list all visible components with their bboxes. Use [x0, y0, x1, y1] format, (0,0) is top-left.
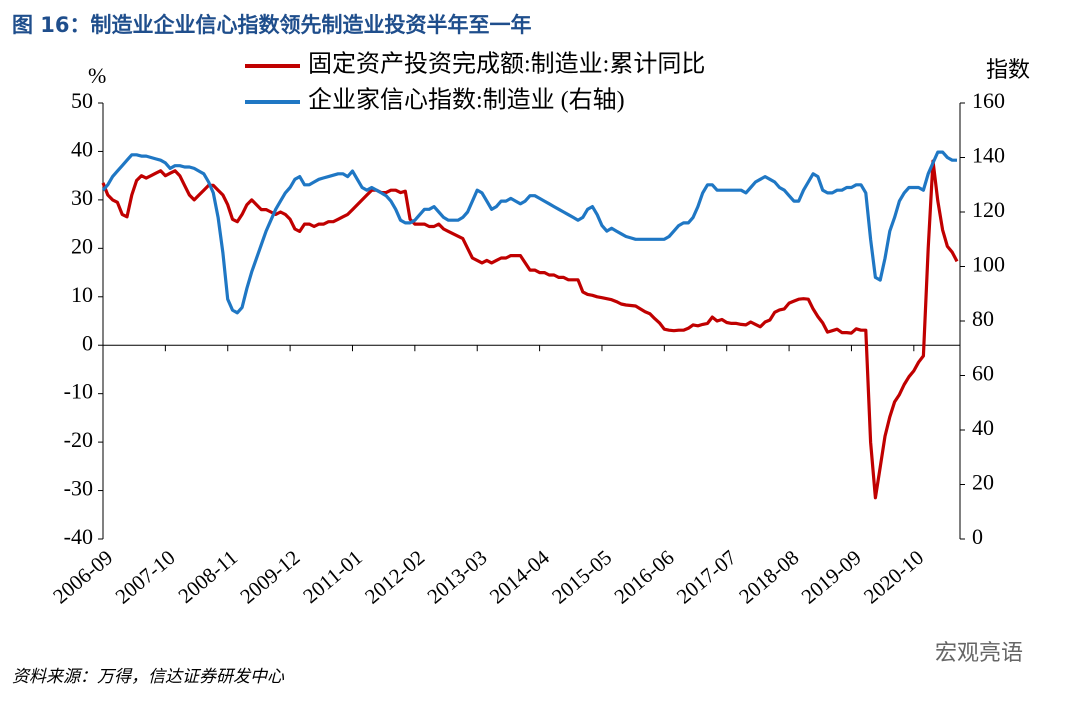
y2-tick-label: 80	[972, 306, 994, 331]
series-line	[101, 150, 957, 315]
y2-axis-label: 指数	[986, 57, 1030, 82]
y-tick-label: 0	[82, 330, 93, 355]
x-tick-label: 2011-01	[298, 545, 366, 608]
x-tick-label: 2015-05	[547, 545, 616, 608]
y-tick-label: -40	[64, 524, 93, 549]
y2-tick-label: 0	[972, 524, 983, 549]
x-tick-label: 2019-09	[797, 545, 866, 608]
x-tick-label: 2017-07	[672, 545, 741, 608]
x-tick-label: 2013-03	[422, 545, 491, 608]
y2-tick-label: 160	[972, 88, 1005, 113]
y2-tick-label: 60	[972, 361, 994, 386]
x-tick-label: 2018-08	[734, 545, 803, 608]
legend-label: 企业家信心指数:制造业 (右轴)	[308, 87, 625, 114]
watermark: 宏观亮语	[935, 641, 1023, 666]
y-tick-label: 10	[71, 282, 93, 307]
chart-title: 图 16：制造业企业信心指数领先制造业投资半年至一年	[12, 13, 532, 37]
y-tick-label: 40	[71, 136, 93, 161]
y2-tick-label: 120	[972, 197, 1005, 222]
series-line	[101, 159, 959, 500]
x-tick-label: 2016-06	[610, 545, 679, 608]
y-axis-label: %	[88, 63, 106, 88]
legend-label: 固定资产投资完成额:制造业:累计同比	[308, 51, 705, 78]
source-note: 资料来源：万得，信达证券研发中心	[12, 667, 285, 686]
y2-tick-label: 20	[972, 470, 994, 495]
y-tick-label: 30	[71, 185, 93, 210]
y2-tick-label: 140	[972, 143, 1005, 168]
y-tick-label: -20	[64, 427, 93, 452]
x-tick-label: 2014-04	[485, 545, 554, 609]
x-tick-label: 2009-12	[235, 545, 304, 608]
x-tick-label: 2007-10	[111, 545, 180, 608]
y-tick-label: 50	[71, 88, 93, 113]
y-tick-label: 20	[71, 233, 93, 258]
x-tick-label: 2008-11	[174, 545, 242, 608]
x-tick-label: 2020-10	[859, 545, 928, 608]
y-tick-label: -10	[64, 379, 93, 404]
y-tick-label: -30	[64, 476, 93, 501]
y2-tick-label: 40	[972, 415, 994, 440]
y2-tick-label: 100	[972, 252, 1005, 277]
x-tick-label: 2006-09	[48, 545, 117, 608]
x-tick-label: 2012-02	[360, 545, 429, 608]
